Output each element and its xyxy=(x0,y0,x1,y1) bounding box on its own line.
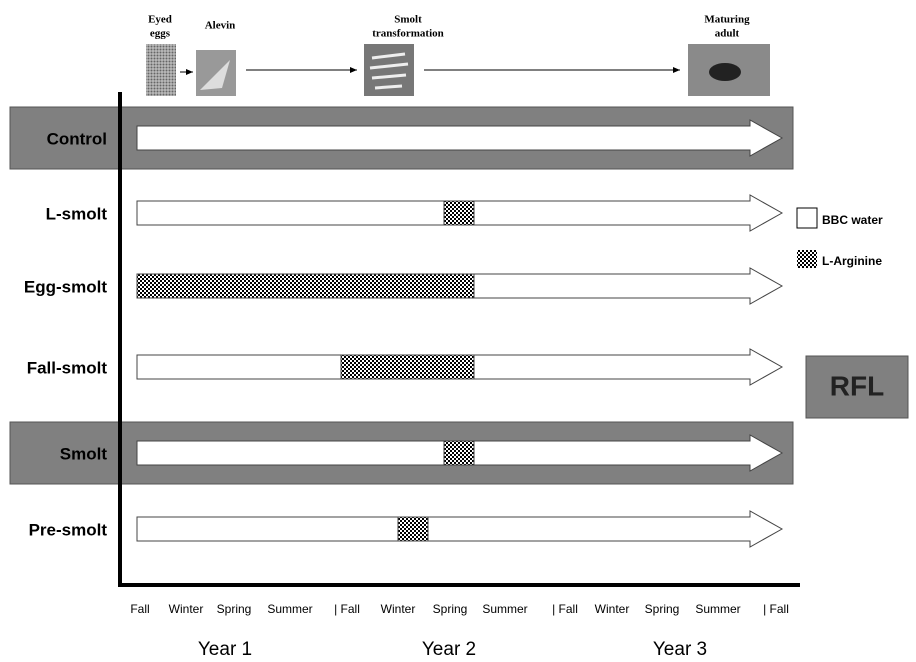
legend-label: L-Arginine xyxy=(822,254,882,268)
year-label: Year 3 xyxy=(653,639,707,660)
arginine-period xyxy=(444,441,474,465)
rfl-label: RFL xyxy=(830,370,884,401)
season-label: Spring xyxy=(645,602,680,616)
season-label: Summer xyxy=(267,602,312,616)
season-label: Summer xyxy=(695,602,740,616)
stage-label: Smolt xyxy=(394,14,422,26)
timeline-arrow xyxy=(137,511,782,547)
egg-image xyxy=(146,44,176,96)
stage-label: Maturing xyxy=(704,14,750,26)
season-label: Winter xyxy=(381,602,416,616)
arginine-period xyxy=(137,274,474,298)
page: {"life_stages": [["Eyed", "eggs"], ["Ale… xyxy=(0,0,916,662)
diagram: Control L-smolt Egg-smolt Fall-smolt Smolt Pr… xyxy=(0,0,916,662)
season-label: Spring xyxy=(433,602,468,616)
season-label: | Fall xyxy=(763,602,789,616)
season-label: Summer xyxy=(482,602,527,616)
adult-fish xyxy=(709,63,741,81)
stage-label: Alevin xyxy=(205,20,236,32)
row-label: Pre-smolt xyxy=(29,520,108,539)
legend-swatch xyxy=(797,208,817,228)
season-label: | Fall xyxy=(334,602,360,616)
year-label: Year 1 xyxy=(198,639,252,660)
row-label: Smolt xyxy=(60,444,108,463)
season-label: | Fall xyxy=(552,602,578,616)
stage-label: eggs xyxy=(150,28,171,40)
season-label: Winter xyxy=(595,602,630,616)
arginine-period xyxy=(444,201,474,225)
row-label: L-smolt xyxy=(46,204,108,223)
legend-swatch xyxy=(797,250,817,268)
stage-label: adult xyxy=(715,28,740,40)
season-label: Spring xyxy=(217,602,252,616)
row-label: Egg-smolt xyxy=(24,277,107,296)
legend-label: BBC water xyxy=(822,213,883,227)
arginine-period xyxy=(341,355,474,379)
row-label: Fall-smolt xyxy=(27,358,108,377)
year-label: Year 2 xyxy=(422,639,476,660)
season-label: Winter xyxy=(169,602,204,616)
life-cycle xyxy=(146,44,770,96)
stage-label: Eyed xyxy=(148,14,172,26)
row-label: Control xyxy=(47,129,107,148)
stage-label: transformation xyxy=(372,28,444,40)
season-label: Fall xyxy=(130,602,149,616)
arginine-period xyxy=(398,517,428,541)
